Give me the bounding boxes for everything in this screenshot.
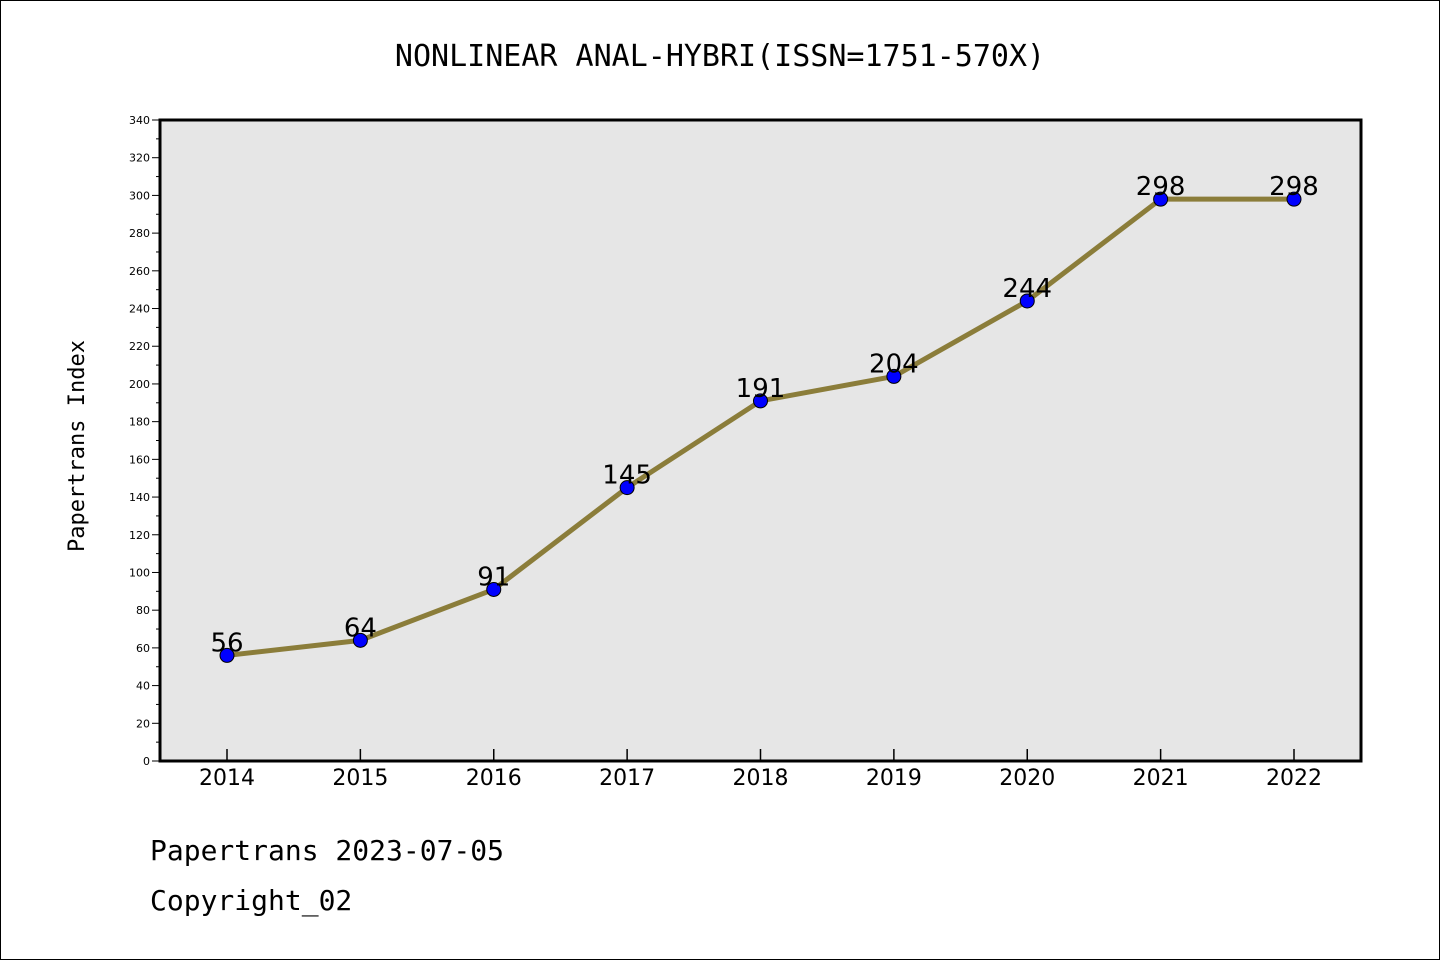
x-tick-label: 2021 [1133, 766, 1189, 791]
data-label: 91 [477, 562, 510, 592]
data-point [486, 581, 502, 597]
y-tick-label: 220 [129, 340, 150, 353]
data-point [619, 480, 635, 496]
data-point [352, 632, 368, 648]
y-tick-label: 140 [129, 491, 150, 504]
data-labels: 56 64 91 145 191 204 244 298 298 [210, 172, 1318, 658]
data-label: 244 [1002, 274, 1052, 304]
axis-ticks: 0 20 40 60 80 100 120 140 160 180 200 220 240 260 280 3… [129, 114, 1322, 791]
data-point [753, 393, 768, 409]
x-tick-label: 2017 [599, 766, 655, 791]
y-tick-label: 80 [136, 604, 150, 617]
data-point [886, 368, 902, 384]
y-tick-label: 240 [129, 303, 150, 316]
y-tick-label: 20 [136, 717, 150, 730]
y-tick-label: 280 [129, 227, 150, 240]
y-tick-label: 320 [129, 152, 150, 165]
data-label: 145 [602, 461, 652, 491]
footer-date: Papertrans 2023-07-05 [150, 834, 505, 867]
y-axis-label: Papertrans Index [65, 340, 90, 552]
data-label: 64 [344, 613, 377, 643]
y-tick-label: 260 [129, 265, 150, 278]
data-label: 298 [1269, 172, 1319, 202]
data-label: 204 [869, 349, 919, 379]
data-point [219, 647, 235, 663]
y-tick-label: 40 [136, 680, 150, 693]
chart-title: NONLINEAR ANAL-HYBRI(ISSN=1751-570X) [395, 39, 1045, 74]
x-tick-label: 2014 [199, 766, 255, 791]
x-tick-label: 2022 [1266, 766, 1322, 791]
x-tick-label: 2018 [733, 766, 789, 791]
x-tick-label: 2015 [332, 766, 388, 791]
plot-area [158, 118, 1363, 763]
y-tick-label: 100 [129, 566, 150, 579]
y-tick-label: 120 [129, 529, 150, 542]
footer-copyright: Copyright_02 [150, 884, 353, 917]
y-tick-label: 300 [129, 189, 150, 202]
x-tick-label: 2019 [866, 766, 922, 791]
y-tick-label: 200 [129, 378, 150, 391]
y-tick-label: 180 [129, 416, 150, 429]
data-point [1153, 191, 1169, 207]
data-point [1286, 191, 1302, 207]
data-label: 191 [736, 374, 786, 404]
y-tick-label: 340 [129, 114, 150, 127]
y-tick-label: 60 [136, 642, 150, 655]
data-label: 56 [210, 628, 243, 658]
x-tick-label: 2016 [466, 766, 522, 791]
x-tick-label: 2020 [999, 766, 1055, 791]
data-point [1019, 293, 1035, 309]
y-tick-label: 0 [143, 755, 150, 768]
data-label: 298 [1136, 172, 1186, 202]
y-tick-label: 160 [129, 453, 150, 466]
series-group [219, 191, 1302, 663]
